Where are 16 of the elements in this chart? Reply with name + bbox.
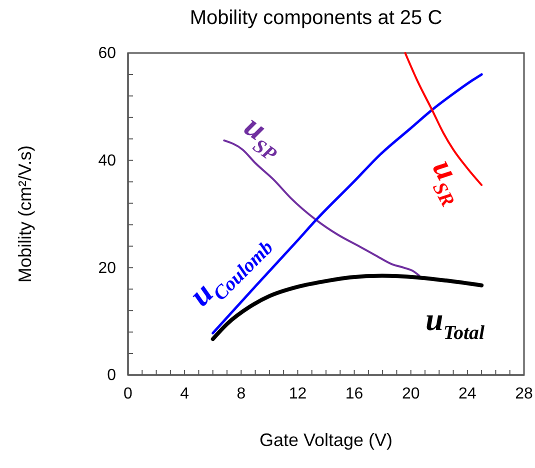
x-axis-title: Gate Voltage (V)	[259, 430, 393, 450]
x-tick-label: 16	[345, 385, 364, 402]
x-tick-label: 28	[515, 385, 533, 402]
x-tick-label: 4	[180, 385, 190, 402]
y-tick-label: 60	[98, 45, 116, 62]
y-tick-label: 20	[98, 260, 116, 277]
y-tick-label: 40	[98, 152, 116, 170]
y-axis-title: Mobility (cm²/V.s)	[15, 145, 35, 283]
x-tick-label: 12	[288, 385, 307, 402]
chart-title: Mobility components at 25 C	[190, 7, 442, 29]
x-tick-label: 0	[124, 385, 133, 402]
series-label: u$_{Total}$	[426, 301, 485, 344]
x-tick-label: 8	[236, 385, 246, 402]
x-tick-label: 24	[458, 385, 476, 402]
y-tick-label: 0	[107, 367, 116, 384]
x-tick-label: 20	[402, 385, 420, 402]
